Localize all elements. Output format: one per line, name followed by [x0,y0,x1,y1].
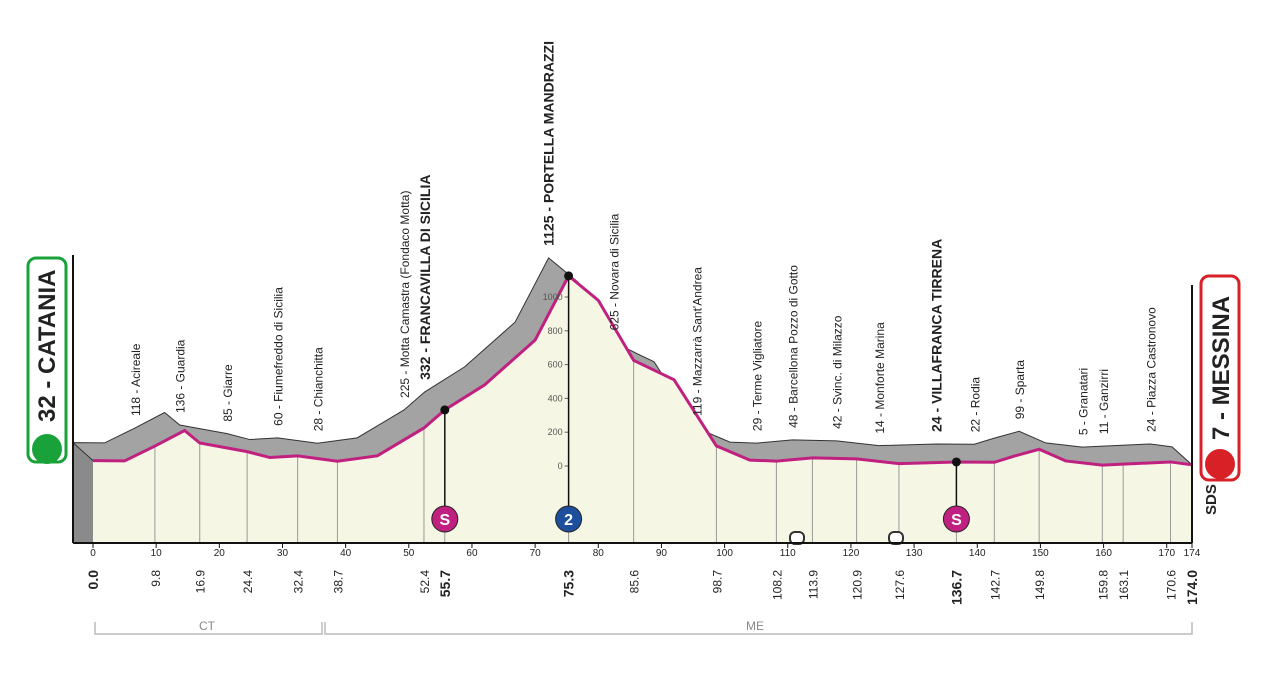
marker-dot [564,271,574,281]
x-tick-label: 170 [1158,548,1175,559]
finish-badge [1199,274,1241,482]
marker-dot [440,405,450,415]
region-label: ME [746,619,764,633]
marker-label: S [439,512,450,529]
km-label: 113.9 [806,570,820,599]
logo: SDS [1203,484,1220,515]
km-label: 120.9 [851,570,865,600]
waypoint-label: 48 - Barcellona Pozzo di Gotto [786,265,800,428]
x-tick-label: 0 [90,548,96,559]
km-label: 159.8 [1096,570,1110,600]
profile-area [93,275,1192,543]
waypoint-label: 24 - Piazza Castronovo [1145,307,1159,432]
waypoint-label: 625 - Novara di Sicilia [608,213,622,330]
km-label: 52.4 [418,570,432,594]
marker-badge [942,505,970,533]
km-label: 85.6 [628,570,642,594]
y-tick-label: 200 [548,427,563,437]
x-tick-label: 90 [656,548,668,559]
marker-label: 2 [564,512,573,529]
x-tick-label: 50 [403,548,415,559]
km-label: 170.6 [1165,570,1179,600]
start-icon [32,434,62,464]
marker-dot [951,457,961,467]
x-tick-label: 10 [151,548,163,559]
y-tick-label: 0 [558,461,563,471]
y-tick-label: 1000 [543,292,563,302]
profile-line [92,273,1193,467]
x-tick-label: 20 [214,548,226,559]
km-label: 55.7 [437,570,453,597]
x-tick-label: 130 [906,548,923,559]
marker-badge [555,505,583,533]
km-label: 16.9 [194,570,208,594]
waypoint-label: 225 - Motta Camastra (Fondaco Motta) [398,191,412,398]
km-label: 9.8 [149,570,163,587]
km-label: 75.3 [561,570,577,597]
x-tick-label: 30 [277,548,289,559]
y-tick-label: 600 [548,360,563,370]
km-label: 108.2 [770,570,784,600]
waypoint-label: 85 - Giarre [221,364,235,422]
summit-label: 24 - VILLAFRANCA TIRRENA [928,239,944,432]
y-tick-label: 800 [548,326,563,336]
km-label: 136.7 [948,570,964,605]
km-label: 149.8 [1033,570,1047,600]
waypoint-label: 28 - Chianchitta [311,347,325,431]
waypoint-label: 60 - Fiumefreddo di Sicilia [272,287,286,426]
marker-badge [431,505,459,533]
profile-wall [73,442,93,543]
region-label: CT [199,619,216,633]
km-label: 127.6 [893,570,907,600]
km-label: 163.1 [1117,570,1131,600]
regions: CT ME [94,619,1193,635]
waypoint-label: 119 - Mazzarrà Sant'Andrea [690,267,704,416]
x-tick-label: 120 [843,548,860,559]
x-tick-label: 110 [780,548,796,559]
x-tick-label: 100 [716,548,733,559]
marker-label: S [951,512,962,529]
x-tick-label: 174 [1184,548,1201,559]
km-label: 0.0 [85,570,101,590]
finish-label: 7 - MESSINA [1208,296,1235,440]
waypoint-label: 118 - Acireale [129,343,143,416]
start-label: 32 - CATANIA [34,270,61,422]
waypoint-label: 11 - Ganzirri [1097,369,1111,434]
km-label: 98.7 [710,570,724,594]
waypoint-label: 42 - Svinc. di Milazzo [831,315,845,429]
waypoint-label: 14 - Monforte Marina [873,322,887,434]
waypoint-label: 29 - Terme Vigliatore [750,320,764,431]
x-tick-label: 80 [593,548,605,559]
x-tick-label: 160 [1095,548,1112,559]
finish-icon [1205,449,1235,479]
summit-label: 332 - FRANCAVILLA DI SICILIA [417,175,433,380]
x-tick-label: 140 [969,548,986,559]
summit-label: 1125 - PORTELLA MANDRAZZI [541,41,557,246]
waypoint-label: 136 - Guardia [174,339,188,413]
x-tick-label: 150 [1032,548,1049,559]
waypoint-label: 22 - Rodia [968,377,982,433]
km-label: 38.7 [331,570,345,594]
km-label: 32.4 [292,570,306,594]
y-tick-label: 400 [548,393,563,403]
x-tick-label: 60 [466,548,478,559]
region-bracket [94,622,1193,635]
x-tick-label: 40 [340,548,352,559]
waypoint-label: 99 - Sparta [1013,360,1027,420]
km-label: 174.0 [1184,570,1200,605]
x-tick-label: 70 [530,548,542,559]
km-label: 24.4 [241,570,255,594]
waypoint-label: 5 - Granatari [1076,368,1090,435]
km-label: 142.7 [988,570,1002,600]
